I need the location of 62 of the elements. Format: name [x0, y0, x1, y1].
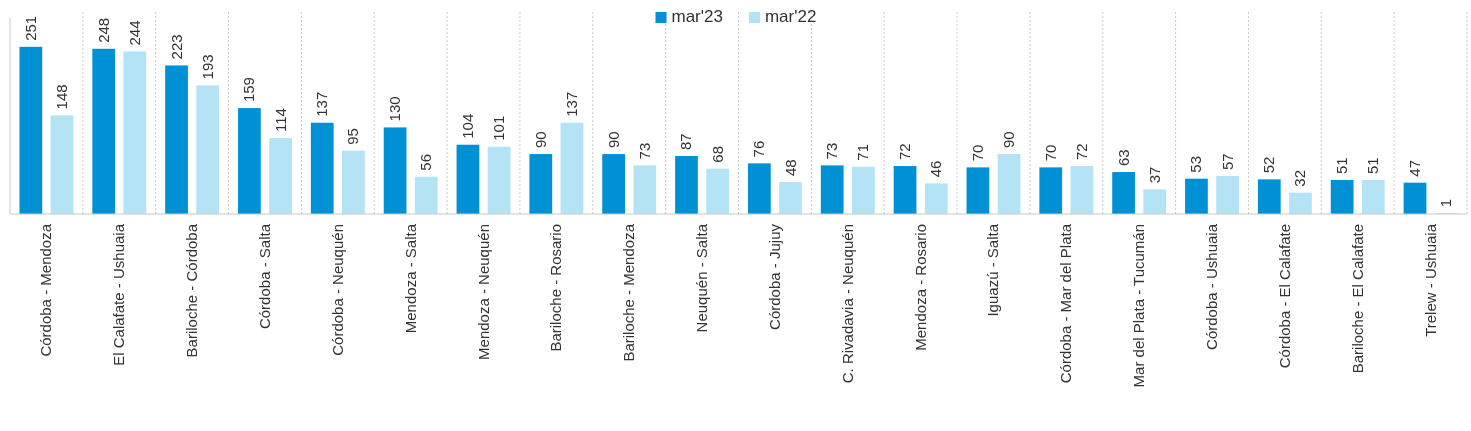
- data-label: 51: [1364, 157, 1382, 175]
- x-tick-label: Mendoza - Rosario: [911, 224, 929, 351]
- data-label: 63: [1114, 149, 1132, 167]
- x-tick-label: El Calafate - Ushuaia: [110, 223, 128, 366]
- data-label: 71: [854, 144, 872, 161]
- data-label: 95: [344, 128, 362, 145]
- data-label: 130: [386, 96, 404, 122]
- data-label: 47: [1405, 160, 1423, 177]
- data-label: 51: [1333, 157, 1351, 175]
- data-label: 72: [896, 143, 914, 161]
- data-label: 57: [1218, 153, 1236, 171]
- data-label: 37: [1145, 166, 1163, 184]
- data-label: 104: [458, 113, 476, 139]
- data-label: 87: [677, 133, 695, 151]
- x-tick-label: Bariloche - Córdoba: [183, 223, 201, 358]
- data-label: 32: [1291, 170, 1309, 187]
- data-label: 52: [1260, 156, 1278, 174]
- data-label: 248: [94, 17, 112, 43]
- data-label: 56: [417, 154, 435, 171]
- data-label: 53: [1187, 156, 1205, 173]
- x-tick-label: Córdoba - Salta: [255, 223, 273, 330]
- data-label: 90: [604, 131, 622, 149]
- x-tick-label: Córdoba - Jujuy: [765, 223, 783, 330]
- data-label: 1: [1437, 198, 1455, 208]
- data-label: 244: [125, 20, 143, 46]
- x-tick-label: Córdoba - Mar del Plata: [1057, 223, 1075, 384]
- x-tick-label: Mar del Plata - Tucumán: [1130, 224, 1148, 388]
- data-label: 70: [968, 144, 986, 162]
- data-label: 90: [531, 131, 549, 149]
- x-tick-label: Neuquén - Salta: [693, 223, 711, 333]
- x-tick-label: Mendoza - Neuquén: [474, 224, 492, 360]
- x-tick-label: Córdoba - El Calafate: [1275, 224, 1293, 369]
- data-label: 159: [240, 77, 258, 103]
- data-label: 251: [21, 15, 39, 41]
- x-tick-label: Bariloche - Rosario: [547, 224, 565, 352]
- data-label: 76: [750, 140, 768, 158]
- legend-label: mar'22: [764, 7, 817, 26]
- x-tick-label: Córdoba - Neuquén: [328, 224, 346, 356]
- data-label: 137: [313, 91, 331, 117]
- x-tick-label: Iguazú - Salta: [984, 223, 1002, 317]
- data-label: 73: [635, 142, 653, 160]
- x-tick-label: Bariloche - Mendoza: [620, 223, 638, 362]
- x-tick-label: Córdoba - Ushuaia: [1203, 223, 1221, 350]
- x-tick-label: C. Rivadavia - Neuquén: [838, 224, 856, 384]
- data-label: 70: [1041, 144, 1059, 162]
- data-label: 223: [167, 34, 185, 60]
- data-label: 46: [927, 160, 945, 178]
- data-label: 137: [562, 91, 580, 117]
- data-label: 48: [781, 159, 799, 177]
- data-label: 114: [271, 108, 289, 133]
- data-label: 101: [490, 115, 508, 141]
- data-label: 72: [1072, 143, 1090, 161]
- data-label: 68: [708, 146, 726, 163]
- legend-label: mar'23: [671, 7, 723, 26]
- data-label: 148: [53, 84, 71, 110]
- data-label: 73: [823, 142, 841, 160]
- x-tick-label: Trelew - Ushuaia: [1421, 223, 1439, 337]
- x-tick-label: Mendoza - Salta: [401, 223, 419, 334]
- x-tick-label: Bariloche - El Calafate: [1348, 224, 1366, 374]
- data-label: 90: [1000, 131, 1018, 149]
- data-label: 193: [198, 54, 216, 80]
- x-tick-label: Córdoba - Mendoza: [37, 223, 55, 357]
